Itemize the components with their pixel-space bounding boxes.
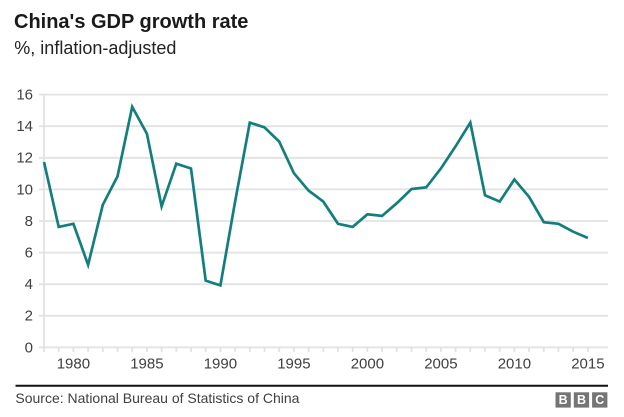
svg-text:8: 8 <box>25 213 33 230</box>
svg-text:2005: 2005 <box>424 356 457 373</box>
svg-text:2000: 2000 <box>351 356 384 373</box>
svg-text:B: B <box>577 393 586 407</box>
svg-text:6: 6 <box>25 245 33 262</box>
svg-text:0: 0 <box>25 339 33 356</box>
svg-text:2015: 2015 <box>571 356 604 373</box>
svg-text:%, inflation-adjusted: %, inflation-adjusted <box>14 38 176 58</box>
svg-text:1980: 1980 <box>57 356 90 373</box>
svg-text:10: 10 <box>16 181 33 198</box>
svg-text:China's GDP growth rate: China's GDP growth rate <box>14 11 248 33</box>
svg-text:2: 2 <box>25 308 33 325</box>
svg-text:12: 12 <box>16 150 33 167</box>
svg-text:1985: 1985 <box>130 356 163 373</box>
svg-text:1990: 1990 <box>204 356 237 373</box>
svg-text:1995: 1995 <box>277 356 310 373</box>
svg-text:14: 14 <box>16 118 33 135</box>
svg-text:C: C <box>595 393 604 407</box>
svg-text:B: B <box>559 393 568 407</box>
svg-text:Source: National Bureau of Sta: Source: National Bureau of Statistics of… <box>15 390 299 406</box>
svg-text:2010: 2010 <box>498 356 531 373</box>
svg-text:16: 16 <box>16 87 33 104</box>
svg-text:4: 4 <box>25 276 33 293</box>
